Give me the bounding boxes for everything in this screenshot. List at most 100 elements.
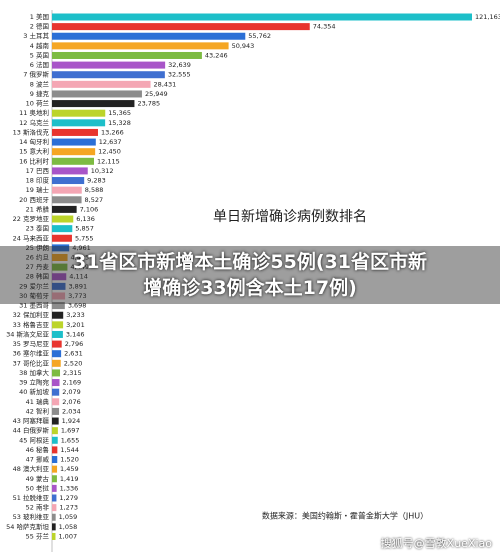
value-label: 1,924 [62, 417, 81, 425]
bar [52, 42, 229, 50]
value-label: 1,058 [59, 523, 78, 531]
bar [52, 157, 94, 165]
bar [52, 186, 82, 194]
value-label: 4,485 [71, 254, 90, 262]
bar [52, 119, 106, 127]
value-label: 55,762 [248, 32, 271, 40]
category-label: 55 芬兰 [26, 531, 50, 540]
category-label: 5 英国 [30, 50, 49, 59]
bar [52, 311, 64, 319]
category-label: 46 秘鲁 [26, 445, 49, 454]
value-label: 1,544 [60, 446, 79, 454]
value-label: 15,365 [108, 109, 131, 117]
bar [52, 13, 472, 21]
bar [52, 225, 73, 233]
category-label: 19 瑞士 [26, 185, 50, 194]
bar [52, 80, 151, 88]
value-label: 2,796 [65, 340, 84, 348]
value-label: 5,857 [75, 225, 94, 233]
value-label: 1,273 [59, 504, 78, 512]
value-label: 12,450 [98, 148, 121, 156]
value-label: 2,079 [62, 388, 81, 396]
value-label: 1,419 [60, 475, 79, 483]
bar [52, 398, 60, 406]
value-label: 12,115 [97, 157, 120, 165]
bar [52, 330, 63, 338]
value-label: 2,169 [63, 379, 82, 387]
value-label: 2,034 [62, 407, 81, 415]
value-label: 1,520 [60, 456, 79, 464]
bar [52, 244, 70, 252]
bar [52, 148, 96, 156]
value-label: 6,136 [76, 215, 95, 223]
category-label: 39 立陶宛 [19, 378, 49, 387]
category-label: 28 韩国 [26, 272, 49, 281]
value-label: 4,961 [72, 244, 91, 252]
bar [52, 359, 61, 367]
value-label: 7,106 [80, 205, 99, 213]
value-label: 50,943 [232, 42, 255, 50]
category-label: 3 土耳其 [23, 31, 49, 40]
value-label: 15,328 [108, 119, 131, 127]
bar [52, 71, 165, 79]
bar [52, 321, 64, 329]
bar [52, 340, 62, 348]
bar [52, 32, 246, 40]
bar [52, 388, 60, 396]
category-label: 15 意大利 [19, 147, 49, 156]
category-label: 29 爱尔兰 [19, 281, 49, 290]
bar [52, 302, 65, 310]
bar [52, 484, 57, 492]
category-label: 13 斯洛伐克 [13, 127, 50, 136]
category-label: 44 白俄罗斯 [13, 426, 50, 435]
value-label: 3,201 [66, 321, 85, 329]
value-label: 32,639 [168, 61, 191, 69]
bar [52, 292, 66, 300]
bar [52, 456, 58, 464]
value-label: 1,459 [60, 465, 79, 473]
category-label: 24 马来西亚 [13, 234, 50, 242]
category-label: 35 罗马尼亚 [13, 340, 50, 348]
value-label: 2,631 [64, 350, 83, 358]
overlay-title: 31省区市新增本土确诊55例(31省区市新增确诊33例含本土17例) [72, 251, 427, 299]
bar [52, 234, 72, 242]
category-label: 18 印度 [26, 176, 50, 185]
bar [52, 436, 58, 444]
category-label: 31 墨西哥 [19, 302, 49, 310]
bar [52, 427, 58, 435]
category-label: 9 捷克 [30, 89, 50, 98]
bar [52, 109, 106, 117]
value-label: 74,354 [313, 23, 336, 31]
bar [52, 475, 57, 483]
category-label: 42 智利 [26, 406, 49, 415]
category-label: 38 加拿大 [19, 368, 49, 377]
category-label: 1 美国 [30, 12, 49, 21]
bar [52, 446, 58, 454]
bar [52, 215, 74, 223]
category-label: 53 玻利维亚 [13, 512, 50, 521]
bar [52, 205, 77, 213]
value-label: 25,949 [145, 90, 168, 98]
category-label: 52 南非 [26, 503, 50, 512]
bar [52, 167, 88, 175]
bar [52, 513, 56, 521]
bar [52, 177, 85, 185]
bar [52, 51, 202, 59]
category-label: 8 波兰 [30, 79, 50, 88]
category-label: 32 保加利亚 [13, 310, 50, 319]
category-label: 34 斯洛文尼亚 [6, 329, 49, 338]
bar [52, 369, 61, 377]
value-label: 1,279 [59, 494, 78, 502]
bar [52, 465, 58, 473]
category-label: 36 塞尔维亚 [13, 349, 50, 358]
bar [52, 90, 142, 98]
value-label: 3,146 [66, 330, 85, 338]
chart-title: 单日新增确诊病例数排名 [213, 209, 367, 225]
category-label: 10 荷兰 [26, 99, 50, 108]
value-label: 3,698 [68, 302, 87, 310]
category-label: 27 丹麦 [26, 262, 50, 271]
category-label: 40 新加坡 [19, 387, 49, 396]
category-label: 2 德国 [30, 22, 49, 31]
watermark: 搜狐号@雪敦XueXiao [380, 537, 492, 550]
